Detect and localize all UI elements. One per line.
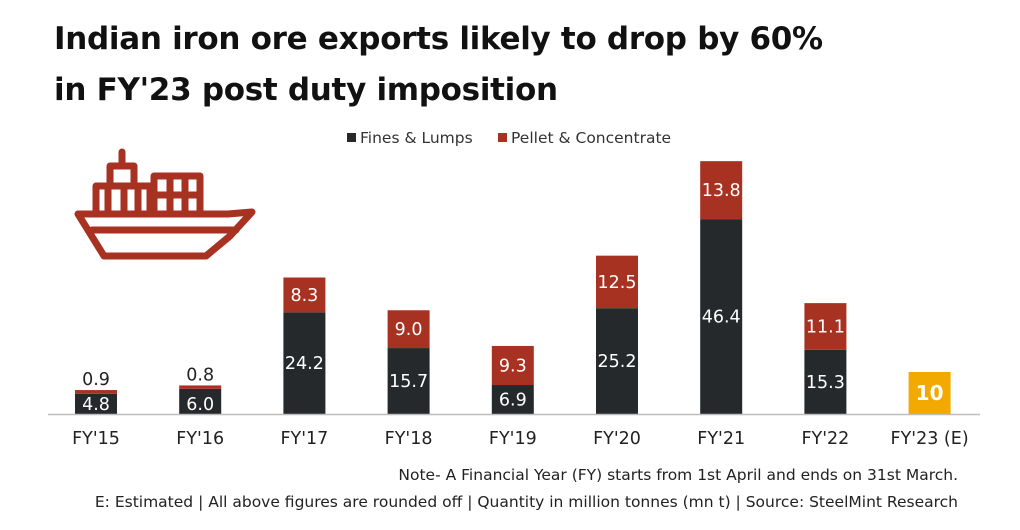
data-label-fines-lumps: 6.0 <box>186 395 214 415</box>
x-tick-label: FY'15 <box>72 429 120 449</box>
bar-estimate <box>908 372 951 414</box>
legend-label: Fines & Lumps <box>360 129 473 147</box>
data-label-pellet-concentrate: 0.8 <box>186 365 214 385</box>
data-label-fines-lumps: 6.9 <box>499 391 527 411</box>
x-tick-label: FY'21 <box>697 429 745 449</box>
data-label-fines-lumps: 15.3 <box>806 373 845 393</box>
title-line-1: Indian iron ore exports likely to drop b… <box>54 21 823 57</box>
bar-fines-lumps <box>804 349 847 414</box>
chart-title: Indian iron ore exports likely to drop b… <box>54 14 954 116</box>
data-label-fines-lumps: 4.8 <box>82 395 110 415</box>
data-label-pellet-concentrate: 9.0 <box>395 320 423 340</box>
x-tick-label: FY'16 <box>176 429 224 449</box>
title-line-2: in FY'23 post duty imposition <box>54 72 558 108</box>
bar-fines-lumps <box>283 312 326 414</box>
bar-fines-lumps <box>596 308 638 414</box>
bar-pellet-concentrate <box>596 255 638 309</box>
legend-swatch <box>347 133 356 142</box>
data-label-estimate: 10 <box>916 381 944 405</box>
x-tick-label: FY'19 <box>489 429 537 449</box>
data-label-fines-lumps: 24.2 <box>285 354 324 374</box>
data-label-pellet-concentrate: 12.5 <box>598 273 637 293</box>
x-tick-label: FY'23 (E) <box>891 429 969 449</box>
bar-fines-lumps <box>700 219 743 414</box>
data-label-fines-lumps: 46.4 <box>702 308 741 328</box>
bar-fines-lumps <box>491 385 534 414</box>
note-source: E: Estimated | All above figures are rou… <box>94 493 958 511</box>
data-label-fines-lumps: 15.7 <box>389 372 428 392</box>
bar-pellet-concentrate <box>387 310 430 349</box>
x-tick-label: FY'17 <box>280 429 328 449</box>
bar-fines-lumps <box>179 388 222 414</box>
x-tick-label: FY'18 <box>385 429 433 449</box>
data-label-pellet-concentrate: 11.1 <box>806 317 845 337</box>
note-financial-year: Note- A Financial Year (FY) starts from … <box>398 466 958 484</box>
legend-swatch <box>498 133 507 142</box>
bar-fines-lumps <box>387 348 430 414</box>
data-label-pellet-concentrate: 13.8 <box>702 181 741 201</box>
data-label-fines-lumps: 25.2 <box>598 352 637 372</box>
legend-fines-lumps: Fines & Lumps <box>347 129 473 147</box>
bar-fines-lumps <box>75 393 117 414</box>
cargo-ship-icon <box>74 148 256 260</box>
x-axis-labels: FY'15 FY'16 FY'17 FY'18 FY'19 FY'20 FY'21 FY'22… <box>72 429 969 449</box>
x-tick-label: FY'20 <box>593 429 641 449</box>
bar-pellet-concentrate <box>491 345 534 386</box>
legend-label: Pellet & Concentrate <box>511 129 671 147</box>
bar-pellet-concentrate <box>804 303 847 350</box>
bar-pellet-concentrate <box>283 277 326 313</box>
bars: 4.8 0.9 6.0 0.8 24.2 8.3 15.7 9.0 6.9 9.3 25.2 12.5… <box>75 161 951 415</box>
legend: Fines & Lumps Pellet & Concentrate <box>347 129 671 147</box>
legend-pellet-concentrate: Pellet & Concentrate <box>498 129 671 147</box>
bar-pellet-concentrate <box>700 161 743 220</box>
x-tick-label: FY'22 <box>801 429 849 449</box>
data-label-pellet-concentrate: 9.3 <box>499 356 527 376</box>
bar-pellet-concentrate <box>75 390 117 394</box>
data-label-pellet-concentrate: 8.3 <box>290 286 318 306</box>
bar-pellet-concentrate <box>179 385 222 389</box>
data-label-pellet-concentrate: 0.9 <box>82 370 110 390</box>
